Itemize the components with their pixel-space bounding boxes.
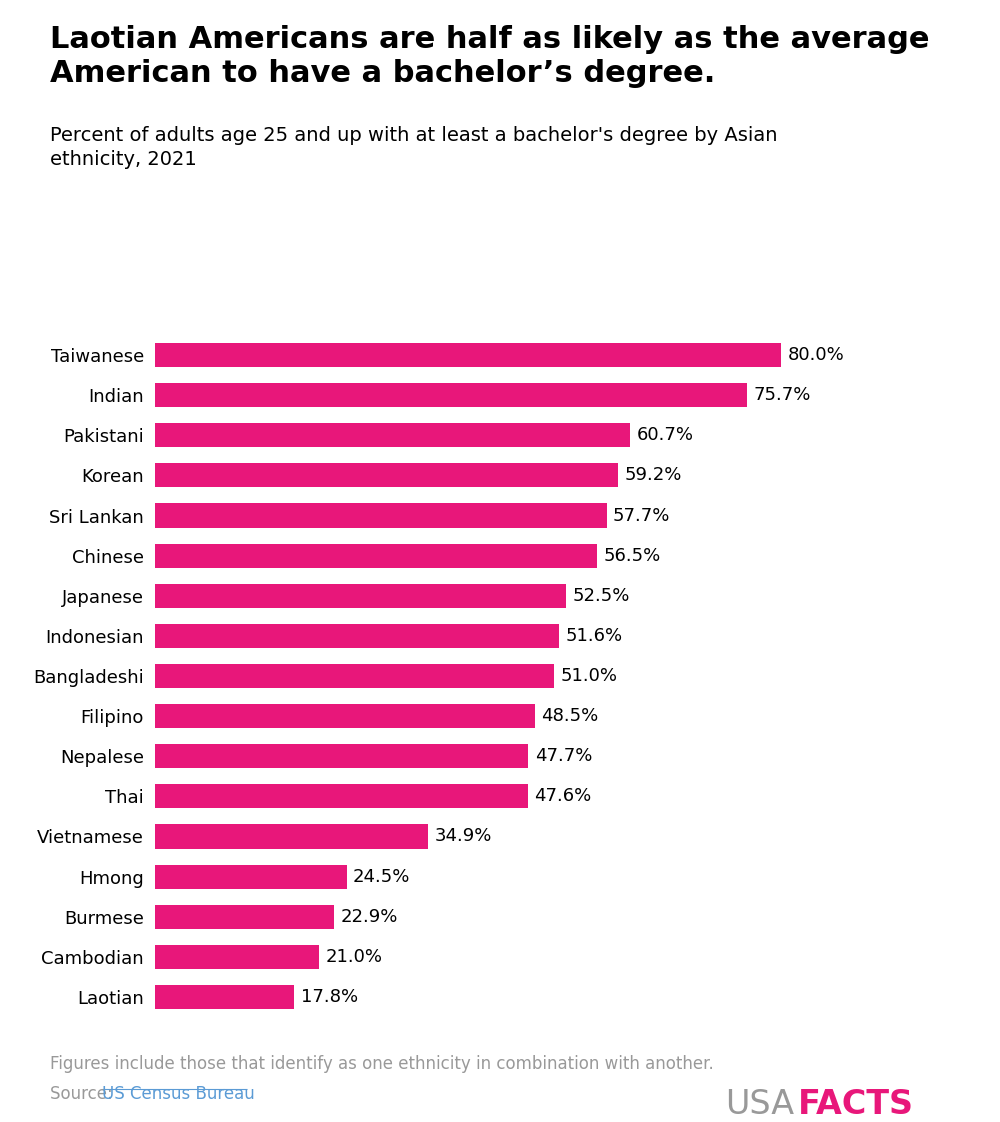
Text: 51.0%: 51.0% <box>560 666 617 686</box>
Bar <box>155 504 607 527</box>
Bar <box>155 705 535 728</box>
Text: 21.0%: 21.0% <box>326 948 383 966</box>
Text: Figures include those that identify as one ethnicity in combination with another: Figures include those that identify as o… <box>50 1055 714 1073</box>
Bar <box>155 945 319 969</box>
Bar <box>155 865 347 889</box>
Text: Percent of adults age 25 and up with at least a bachelor's degree by Asian
ethni: Percent of adults age 25 and up with at … <box>50 126 778 169</box>
Bar <box>155 343 781 367</box>
Text: 22.9%: 22.9% <box>340 908 398 926</box>
Text: 60.7%: 60.7% <box>636 426 693 444</box>
Bar <box>155 985 294 1009</box>
Text: US Census Bureau: US Census Bureau <box>102 1085 255 1103</box>
Text: 56.5%: 56.5% <box>603 546 661 564</box>
Bar <box>155 463 618 487</box>
Bar <box>155 423 630 448</box>
Bar <box>155 744 528 769</box>
Bar <box>155 624 559 647</box>
Text: Source:: Source: <box>50 1085 118 1103</box>
Bar <box>155 544 597 568</box>
Text: 24.5%: 24.5% <box>353 867 410 885</box>
Text: 51.6%: 51.6% <box>565 627 622 645</box>
Text: Laotian Americans are half as likely as the average
American to have a bachelor’: Laotian Americans are half as likely as … <box>50 25 930 89</box>
Text: 47.6%: 47.6% <box>534 788 591 806</box>
Bar <box>155 825 428 848</box>
Text: 17.8%: 17.8% <box>301 988 358 1006</box>
Text: 48.5%: 48.5% <box>541 707 598 725</box>
Text: 80.0%: 80.0% <box>787 346 844 364</box>
Bar <box>155 784 528 808</box>
Text: 34.9%: 34.9% <box>434 828 492 846</box>
Text: FACTS: FACTS <box>798 1088 914 1121</box>
Text: 52.5%: 52.5% <box>572 587 630 605</box>
Text: USA: USA <box>725 1088 794 1121</box>
Text: 57.7%: 57.7% <box>613 506 670 524</box>
Bar <box>155 664 554 688</box>
Bar <box>155 904 334 929</box>
Text: 47.7%: 47.7% <box>535 747 592 765</box>
Bar <box>155 583 566 608</box>
Text: 75.7%: 75.7% <box>754 386 811 404</box>
Text: 59.2%: 59.2% <box>625 467 682 485</box>
Bar <box>155 383 747 407</box>
